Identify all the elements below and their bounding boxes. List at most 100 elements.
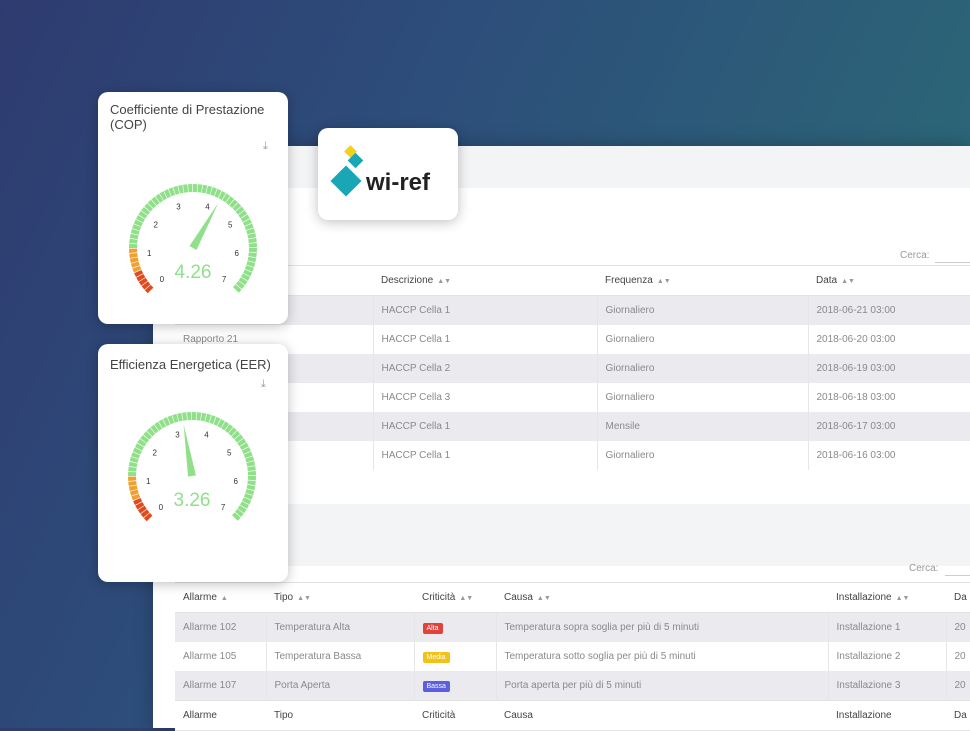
table-row[interactable]: Allarme 102 Temperatura Alta Alta Temperatu… — [175, 612, 970, 642]
alarms-foot-inst: Installazione — [828, 700, 946, 731]
report-desc: HACCP Cella 1 — [372, 295, 597, 325]
gauge-segment — [128, 471, 137, 476]
criticality-badge: Media — [422, 651, 450, 663]
gauge-segment — [155, 193, 164, 203]
alarm-name[interactable]: Allarme 102 — [183, 622, 237, 633]
gauge-segment — [224, 424, 234, 434]
gauge-segment — [182, 184, 189, 193]
report-freq: Giornaliero — [596, 441, 808, 470]
gauge-segment — [172, 413, 179, 423]
gauge-tick-label: 7 — [222, 275, 227, 284]
gauge-segment — [133, 219, 143, 227]
alarms-col-type[interactable]: Tipo ▲▼ — [266, 582, 414, 613]
download-icon[interactable]: ⤓ — [261, 378, 266, 390]
alarms-col-date[interactable]: Da — [946, 582, 970, 613]
gauge-segment — [151, 196, 160, 206]
alarms-col-inst[interactable]: Installazione ▲▼ — [828, 582, 946, 613]
alarm-name[interactable]: Allarme 105 — [183, 651, 237, 662]
gauge-segment — [144, 284, 154, 294]
gauge-segment — [214, 188, 222, 198]
gauge-segment — [147, 199, 157, 209]
gauge-segment — [228, 427, 237, 436]
gauge-segment — [187, 184, 193, 193]
gauge-segment — [178, 184, 184, 194]
gauge-segment — [246, 261, 256, 268]
table-row[interactable]: HACCP Cella 1 Mensile 2018-06-17 03:00 — [175, 412, 970, 441]
reports-search-input[interactable] — [935, 262, 970, 263]
report-freq: Giornaliero — [596, 325, 808, 354]
gauge-segment — [235, 280, 245, 290]
gauge-segment — [247, 465, 256, 472]
logo-card: wi-ref — [318, 128, 458, 220]
gauge-segment — [232, 512, 241, 521]
gauge-segment — [245, 456, 255, 463]
gauge-segment — [242, 218, 252, 227]
gauge-segment — [140, 434, 150, 444]
table-row[interactable]: Allarme 107 Porta Aperta Bassa Porta aperta… — [175, 671, 970, 701]
report-freq: Mensile — [596, 412, 808, 441]
reports-col-date[interactable]: Data ▲▼ — [808, 265, 970, 296]
gauge-segment — [247, 256, 257, 263]
gauge-needle — [189, 202, 219, 250]
gauge-segment — [154, 421, 163, 431]
report-desc: HACCP Cella 1 — [372, 412, 597, 441]
logo-text: wi-ref — [365, 169, 431, 196]
alarms-foot-crit: Criticità — [414, 700, 496, 731]
gauge-segment — [167, 415, 175, 425]
alarms-col-crit[interactable]: Criticità ▲▼ — [414, 582, 496, 613]
gauge-segment — [143, 512, 153, 522]
reports-search-label: Cerca: — [900, 250, 930, 261]
report-date: 2018-06-18 03:00 — [807, 383, 970, 412]
report-freq: Giornaliero — [596, 383, 808, 412]
gauge-tick-label: 0 — [159, 503, 164, 512]
alarms-col-cause[interactable]: Causa ▲▼ — [496, 582, 828, 613]
gauge-segment — [237, 505, 247, 514]
gauge-tick-label: 5 — [228, 221, 233, 230]
gauge-segment — [146, 427, 156, 437]
gauge-segment — [196, 412, 202, 421]
table-row[interactable]: Rapporto 21 HACCP Cella 1 Giornaliero 2018-… — [175, 325, 970, 354]
gauge-segment — [134, 269, 144, 278]
alarms-col-name[interactable]: Allarme ▲ — [175, 582, 266, 613]
gauge-segment — [129, 257, 139, 263]
table-row[interactable]: Allarme 105 Temperatura Bassa Media Tempera… — [175, 642, 970, 671]
gauge-tick-label: 5 — [227, 449, 232, 458]
cop-gauge-title: Coefficiente di Prestazione (COP) — [110, 102, 265, 132]
gauge-segment — [243, 493, 253, 500]
alarm-name[interactable]: Allarme 107 — [183, 680, 237, 691]
alarm-type: Temperatura Bassa — [265, 642, 414, 671]
report-desc: HACCP Cella 3 — [372, 383, 597, 412]
gauge-segment — [243, 269, 253, 277]
alarms-search-input[interactable] — [945, 575, 970, 576]
gauge-segment — [132, 447, 142, 455]
gauge-value: 3.26 — [174, 490, 211, 511]
table-row[interactable]: HACCP Cella 3 Giornaliero 2018-06-18 03:00 — [175, 383, 970, 412]
gauge-segment — [210, 187, 217, 197]
download-icon[interactable]: ⤓ — [263, 140, 268, 152]
gauge-tick-label: 1 — [147, 249, 152, 258]
gauge-tick-label: 4 — [205, 202, 210, 211]
criticality-badge: Alta — [422, 622, 443, 634]
gauge-segment — [138, 277, 148, 286]
gauge-segment — [234, 508, 244, 518]
table-row[interactable]: HACCP Cella 1 Giornaliero 2018-06-16 03:00 — [175, 441, 970, 470]
gauge-segment — [141, 206, 151, 216]
alarm-installation[interactable]: Installazione 2 — [827, 642, 946, 671]
alarms-search-label: Cerca: — [909, 563, 939, 574]
reports-col-freq[interactable]: Frequenza ▲▼ — [597, 265, 808, 296]
gauge-segment — [150, 424, 159, 434]
table-row[interactable]: HACCP Cella 1 Giornaliero 2018-06-21 03:00 — [175, 295, 970, 325]
gauge-segment — [144, 203, 153, 212]
gauge-segment — [197, 184, 203, 193]
table-row[interactable]: HACCP Cella 2 Giornaliero 2018-06-19 03:00 — [175, 354, 970, 383]
alarm-installation[interactable]: Installazione 1 — [827, 612, 946, 642]
gauge-segment — [232, 202, 242, 212]
alarm-date: 20 — [945, 642, 970, 671]
report-name[interactable]: Rapporto 21 — [183, 334, 239, 345]
dashboard-panel: Cerca: Descrizione ▲▼ Frequenza ▲▼ Data ▲▼ … — [153, 146, 970, 731]
gauge-segment — [173, 185, 180, 195]
gauge-segment — [225, 196, 235, 206]
alarm-installation[interactable]: Installazione 3 — [827, 671, 946, 701]
reports-col-desc[interactable]: Descrizione ▲▼ — [373, 265, 597, 296]
gauge-segment — [248, 248, 257, 253]
